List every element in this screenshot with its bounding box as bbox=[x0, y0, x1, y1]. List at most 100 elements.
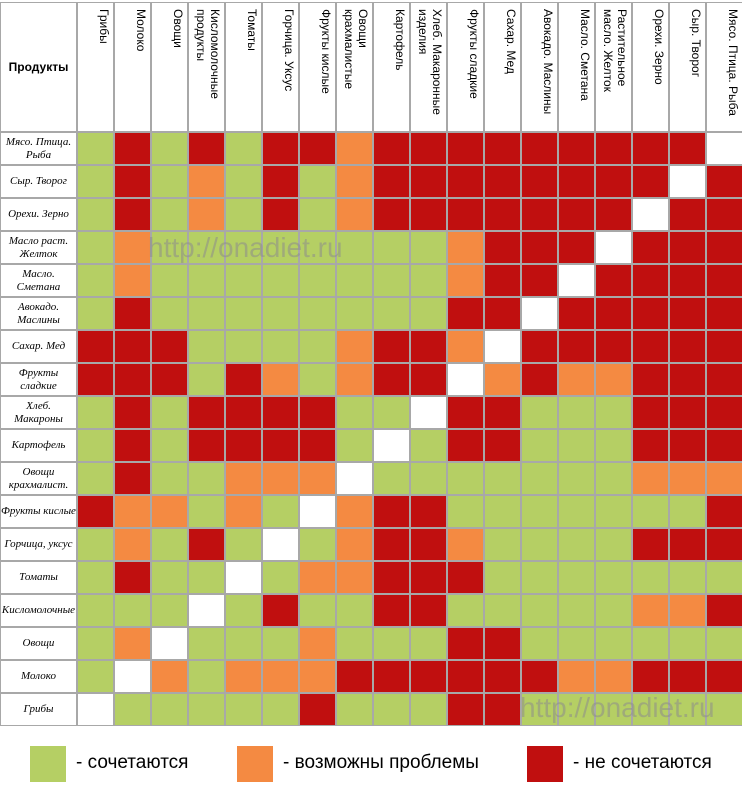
cell bbox=[299, 363, 336, 396]
cell bbox=[484, 396, 521, 429]
row-header: Молоко bbox=[0, 660, 77, 693]
cell bbox=[77, 693, 114, 726]
cell bbox=[558, 264, 595, 297]
cell bbox=[225, 429, 262, 462]
cell bbox=[410, 264, 447, 297]
cell bbox=[484, 594, 521, 627]
cell bbox=[77, 495, 114, 528]
cell bbox=[706, 297, 742, 330]
cell bbox=[114, 660, 151, 693]
column-header: Фрукты сладкие bbox=[447, 2, 484, 132]
cell bbox=[669, 132, 706, 165]
cell bbox=[558, 363, 595, 396]
cell bbox=[558, 627, 595, 660]
cell bbox=[188, 495, 225, 528]
cell bbox=[484, 363, 521, 396]
cell bbox=[484, 627, 521, 660]
cell bbox=[262, 495, 299, 528]
row-header: Кисломолочные bbox=[0, 594, 77, 627]
cell bbox=[299, 561, 336, 594]
cell bbox=[447, 429, 484, 462]
cell bbox=[299, 528, 336, 561]
row-header: Орехи. Зерно bbox=[0, 198, 77, 231]
cell bbox=[706, 132, 742, 165]
cell bbox=[336, 594, 373, 627]
cell bbox=[595, 528, 632, 561]
cell bbox=[484, 495, 521, 528]
cell bbox=[373, 528, 410, 561]
cell bbox=[521, 561, 558, 594]
row-header: Горчица, уксус bbox=[0, 528, 77, 561]
cell bbox=[225, 495, 262, 528]
cell bbox=[188, 594, 225, 627]
cell bbox=[632, 429, 669, 462]
column-header: Фрукты кислые bbox=[299, 2, 336, 132]
cell bbox=[114, 429, 151, 462]
cell bbox=[632, 330, 669, 363]
cell bbox=[521, 627, 558, 660]
cell bbox=[373, 429, 410, 462]
cell bbox=[299, 231, 336, 264]
cell bbox=[299, 132, 336, 165]
column-header: Сахар. Мед bbox=[484, 2, 521, 132]
cell bbox=[225, 528, 262, 561]
cell bbox=[151, 264, 188, 297]
cell bbox=[558, 330, 595, 363]
cell bbox=[484, 462, 521, 495]
cell bbox=[225, 165, 262, 198]
cell bbox=[558, 462, 595, 495]
row-header: Грибы bbox=[0, 693, 77, 726]
cell bbox=[595, 132, 632, 165]
cell bbox=[336, 528, 373, 561]
cell bbox=[484, 132, 521, 165]
cell bbox=[410, 660, 447, 693]
cell bbox=[188, 429, 225, 462]
cell bbox=[595, 627, 632, 660]
cell bbox=[262, 231, 299, 264]
cell bbox=[151, 693, 188, 726]
cell bbox=[151, 363, 188, 396]
cell bbox=[225, 627, 262, 660]
cell bbox=[151, 627, 188, 660]
cell bbox=[262, 462, 299, 495]
column-header: Молоко bbox=[114, 2, 151, 132]
row-header: Томаты bbox=[0, 561, 77, 594]
cell bbox=[77, 264, 114, 297]
cell bbox=[373, 363, 410, 396]
cell bbox=[114, 165, 151, 198]
cell bbox=[447, 495, 484, 528]
cell bbox=[262, 363, 299, 396]
cell bbox=[188, 330, 225, 363]
cell bbox=[336, 561, 373, 594]
cell bbox=[373, 594, 410, 627]
cell bbox=[447, 561, 484, 594]
legend-swatch bbox=[30, 746, 66, 782]
cell bbox=[225, 231, 262, 264]
cell bbox=[706, 528, 742, 561]
cell bbox=[558, 165, 595, 198]
cell bbox=[521, 396, 558, 429]
cell bbox=[77, 132, 114, 165]
cell bbox=[669, 660, 706, 693]
cell bbox=[669, 330, 706, 363]
cell bbox=[558, 231, 595, 264]
cell bbox=[447, 165, 484, 198]
cell bbox=[410, 627, 447, 660]
cell bbox=[188, 528, 225, 561]
legend-label: - не сочетаются bbox=[573, 752, 712, 773]
cell bbox=[225, 198, 262, 231]
cell bbox=[225, 594, 262, 627]
cell bbox=[521, 495, 558, 528]
cell bbox=[373, 462, 410, 495]
cell bbox=[77, 330, 114, 363]
cell bbox=[669, 396, 706, 429]
cell bbox=[484, 165, 521, 198]
cell bbox=[262, 594, 299, 627]
row-header: Авокадо. Маслины bbox=[0, 297, 77, 330]
cell bbox=[336, 165, 373, 198]
cell bbox=[669, 495, 706, 528]
cell bbox=[706, 627, 742, 660]
column-header: Горчица. Уксус bbox=[262, 2, 299, 132]
cell bbox=[484, 528, 521, 561]
cell bbox=[632, 231, 669, 264]
